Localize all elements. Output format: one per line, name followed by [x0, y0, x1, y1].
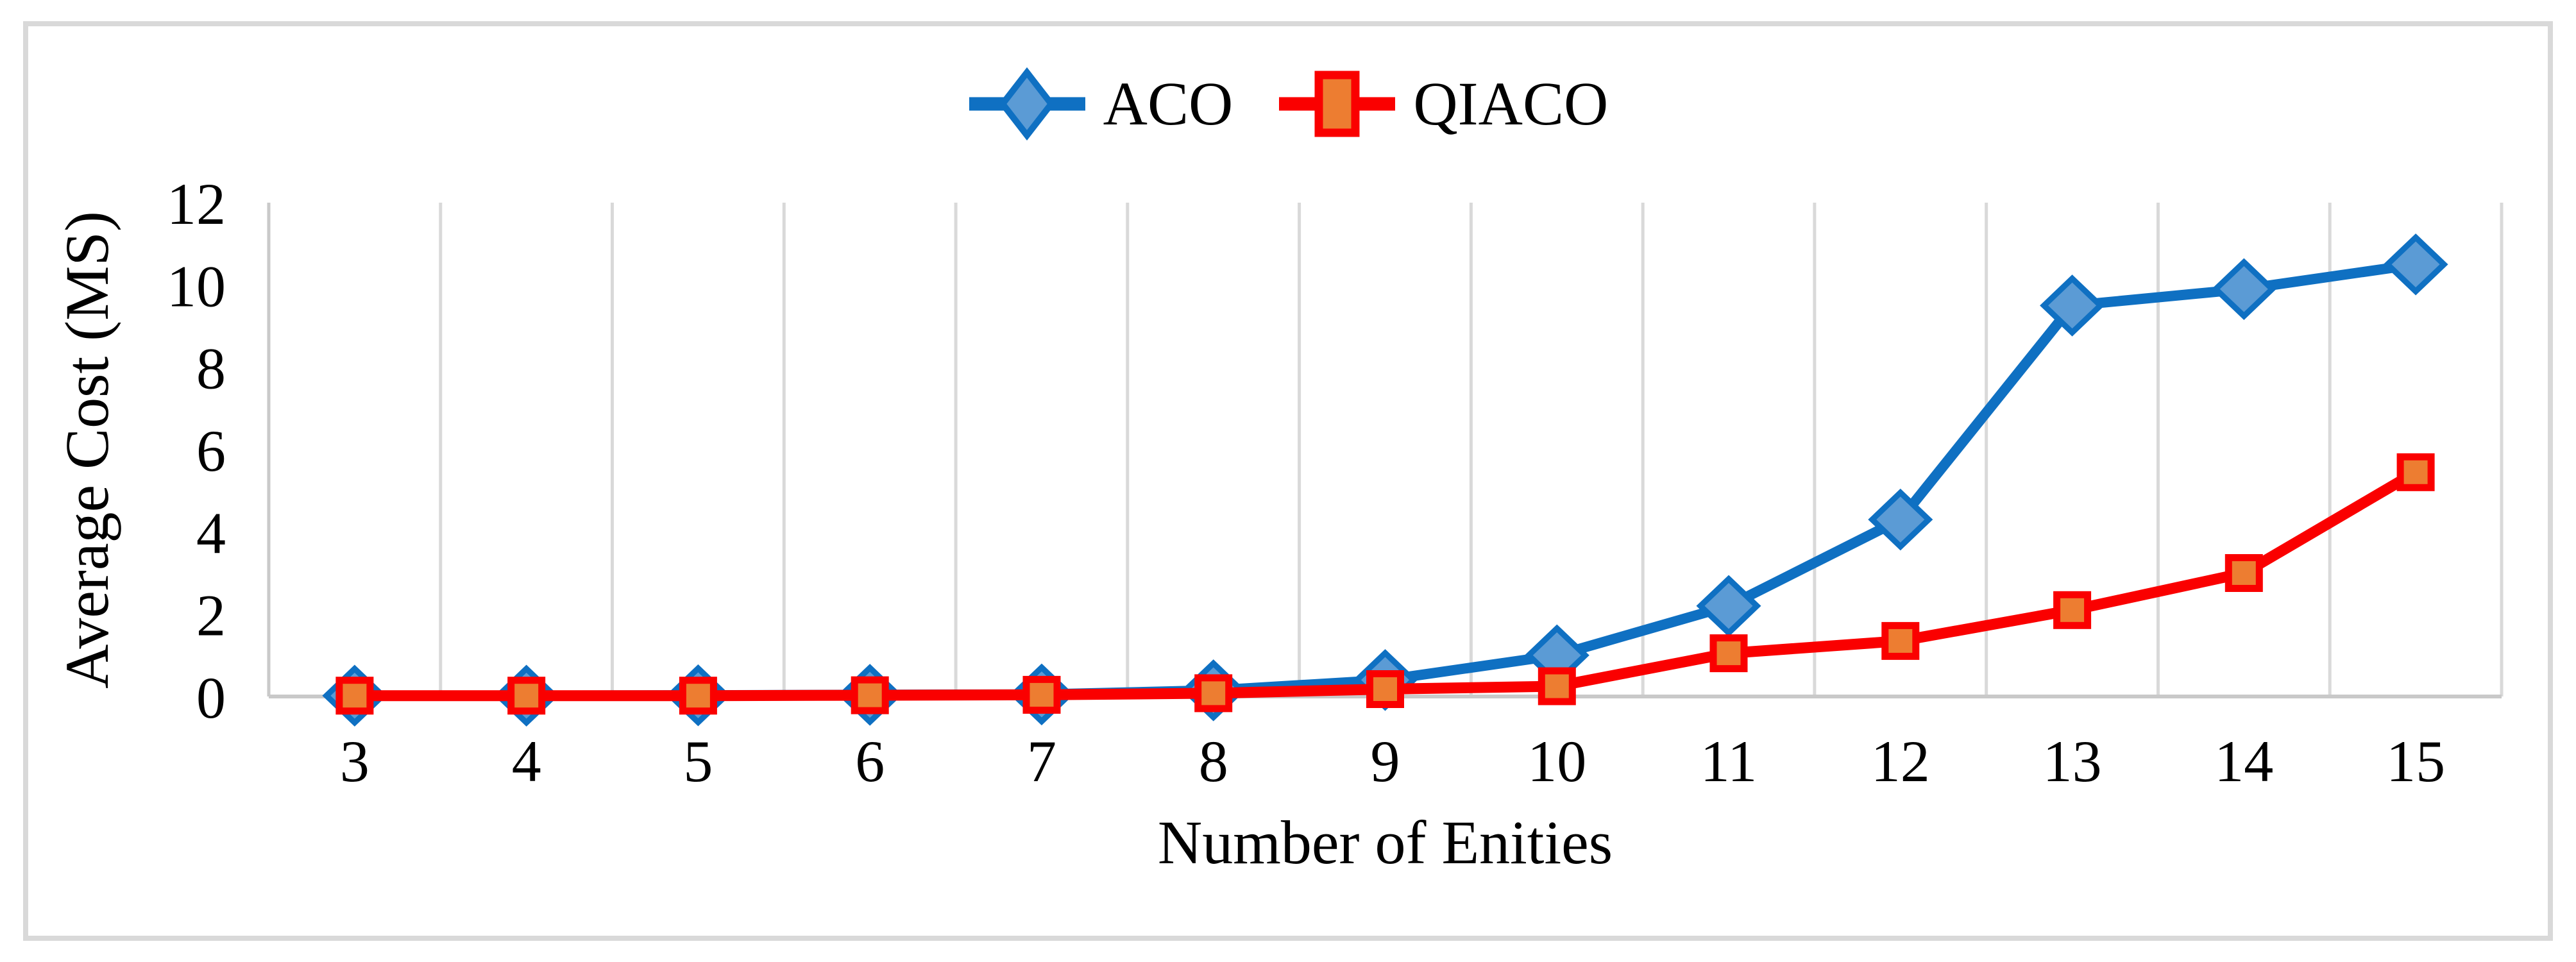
x-axis-title: Number of Enities [1157, 808, 1613, 877]
x-tick-label: 7 [1027, 729, 1056, 794]
x-tick-label: 15 [2386, 729, 2445, 794]
x-tick-label: 11 [1700, 729, 1758, 794]
qiaco-point[interactable] [1194, 674, 1233, 713]
legend-label-aco: ACO [1103, 69, 1233, 138]
y-tick-label: 4 [196, 500, 226, 566]
aco-legend-marker [969, 67, 1085, 141]
qiaco-point[interactable] [1022, 675, 1061, 714]
x-tick-label: 3 [340, 729, 369, 794]
aco-point[interactable] [1868, 488, 1933, 551]
qiaco-point[interactable] [679, 677, 717, 715]
y-tick-label: 10 [167, 253, 226, 319]
qiaco-point[interactable] [1881, 621, 1920, 660]
chart-outer-border [23, 21, 2553, 941]
x-tick-label: 4 [512, 729, 541, 794]
x-tick-label: 10 [1527, 729, 1586, 794]
qiaco-point[interactable] [335, 677, 374, 715]
legend-item-qiaco[interactable]: QIACO [1278, 62, 1608, 146]
y-tick-label: 12 [167, 171, 226, 237]
qiaco-point[interactable] [507, 677, 546, 715]
y-tick-label: 6 [196, 418, 226, 484]
qiaco-point[interactable] [2396, 453, 2435, 491]
aco-point[interactable] [1696, 575, 1761, 637]
x-tick-label: 13 [2043, 729, 2102, 794]
x-tick-label: 6 [855, 729, 885, 794]
qiaco-point[interactable] [2224, 554, 2263, 592]
x-tick-label: 5 [683, 729, 713, 794]
qiaco-point[interactable] [1366, 670, 1404, 708]
x-tick-label: 12 [1871, 729, 1930, 794]
legend-item-aco[interactable]: ACO [968, 62, 1233, 146]
aco-point[interactable] [2040, 274, 2105, 337]
qiaco-point[interactable] [1709, 634, 1748, 673]
y-tick-label: 0 [196, 665, 226, 730]
qiaco-point[interactable] [851, 676, 889, 714]
legend-label-qiaco: QIACO [1413, 69, 1609, 138]
aco-point[interactable] [2211, 258, 2276, 321]
aco-line[interactable] [349, 259, 2421, 701]
x-tick-label: 14 [2214, 729, 2273, 794]
qiaco-point[interactable] [2053, 591, 2092, 629]
y-tick-label: 8 [196, 336, 226, 401]
y-tick-label: 2 [196, 583, 226, 648]
qiaco-point[interactable] [1538, 667, 1576, 705]
x-tick-label: 9 [1371, 729, 1400, 794]
legend: ACO QIACO [0, 59, 2576, 149]
x-tick-label: 8 [1199, 729, 1228, 794]
aco-point[interactable] [2383, 233, 2448, 296]
qiaco-legend-marker [1279, 71, 1396, 137]
